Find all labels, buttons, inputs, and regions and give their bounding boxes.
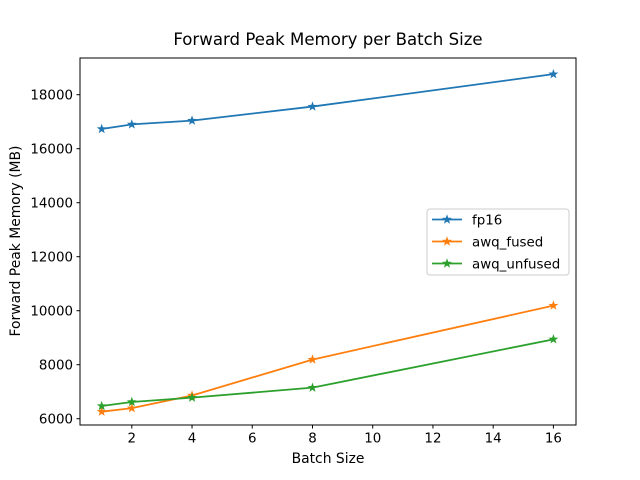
y-tick-label: 16000 bbox=[30, 142, 73, 157]
data-point-marker-awq_fused bbox=[126, 402, 137, 413]
data-point-marker-fp16 bbox=[187, 115, 197, 125]
x-tick-label: 14 bbox=[485, 432, 502, 447]
data-point-marker-awq_fused bbox=[96, 406, 107, 416]
y-tick-label: 18000 bbox=[30, 88, 73, 103]
data-point-marker-awq_unfused bbox=[96, 400, 107, 411]
data-point-marker-fp16 bbox=[96, 123, 107, 134]
x-axis-label: Batch Size bbox=[292, 451, 365, 467]
series-line-awq_fused bbox=[100, 304, 555, 413]
chart-legend: fp16 awq_fused awq_unfused bbox=[426, 208, 570, 276]
data-point-marker-fp16 bbox=[307, 101, 318, 111]
x-tick-label: 2 bbox=[128, 432, 137, 447]
legend-label: awq_fused bbox=[472, 235, 543, 250]
y-tick-label: 6000 bbox=[39, 412, 73, 427]
x-tick-label: 6 bbox=[248, 432, 257, 447]
data-point-marker-awq_fused bbox=[307, 354, 318, 364]
data-point-marker-awq_unfused bbox=[548, 334, 559, 344]
data-point-marker-awq_fused bbox=[548, 300, 559, 310]
y-tick-label: 12000 bbox=[30, 250, 73, 265]
legend-label: awq_unfused bbox=[472, 257, 560, 272]
legend-item-awq_fused: awq_fused bbox=[432, 235, 543, 250]
series-line-awq_unfused bbox=[100, 338, 555, 407]
x-tick-label: 16 bbox=[545, 432, 562, 447]
x-tick-label: 10 bbox=[364, 432, 381, 447]
legend-item-fp16: fp16 bbox=[432, 213, 502, 228]
y-tick-label: 10000 bbox=[30, 304, 73, 319]
axis-ticks: 2 4 6 8 10 12 14 16 6000 8000 10000 12000 14000 16000… bbox=[30, 88, 562, 446]
chart-title: Forward Peak Memory per Batch Size bbox=[173, 30, 482, 49]
legend-label: fp16 bbox=[472, 213, 502, 228]
y-tick-label: 8000 bbox=[39, 358, 73, 373]
series-line-fp16 bbox=[100, 73, 555, 130]
x-tick-label: 4 bbox=[188, 432, 197, 447]
data-point-marker-awq_unfused bbox=[187, 392, 197, 402]
data-point-marker-fp16 bbox=[126, 119, 137, 129]
y-tick-label: 14000 bbox=[30, 196, 73, 211]
chart-series bbox=[96, 68, 559, 416]
data-point-marker-awq_unfused bbox=[307, 382, 318, 392]
x-tick-label: 8 bbox=[308, 432, 317, 447]
x-tick-label: 12 bbox=[424, 432, 441, 447]
legend-item-awq_unfused: awq_unfused bbox=[432, 257, 560, 272]
plot-area-border bbox=[79, 57, 577, 426]
y-axis-label: Forward Peak Memory (MB) bbox=[8, 146, 24, 337]
legend-box bbox=[426, 208, 570, 276]
data-point-marker-fp16 bbox=[548, 68, 559, 79]
data-point-marker-awq_unfused bbox=[126, 396, 137, 407]
